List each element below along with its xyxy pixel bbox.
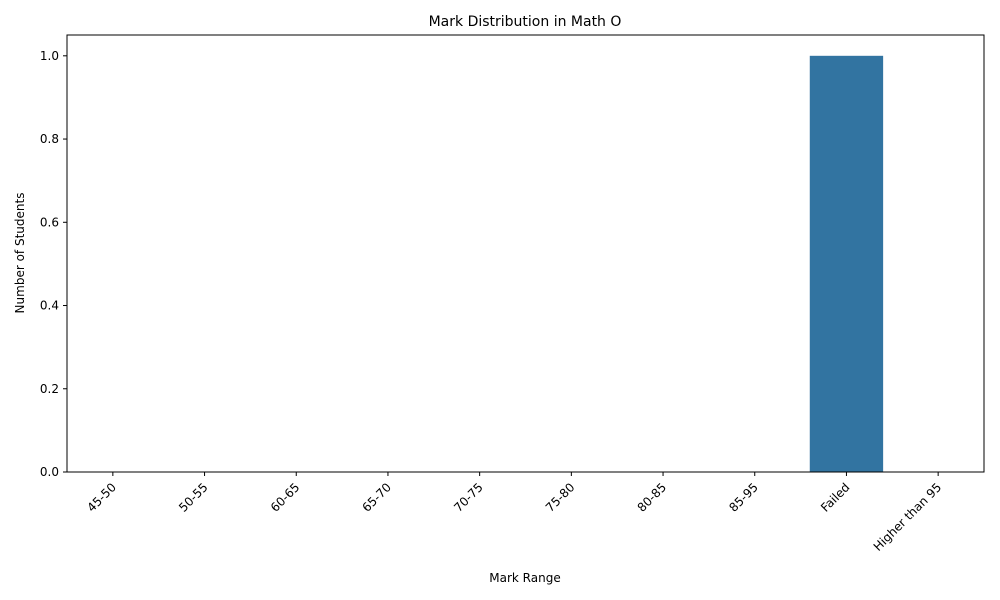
y-axis-title: Number of Students [13,193,27,314]
bar-failed [809,55,884,473]
x-tick-label: Higher than 95 [871,480,945,554]
x-tick-label: 45-50 [84,480,119,515]
y-tick-label: 0.4 [40,299,59,313]
axes-frame [66,34,985,473]
plot-frame [66,34,985,473]
y-tick-label: 0.0 [40,465,59,479]
x-tick-label: 80-85 [635,480,670,515]
x-tick-label: Failed [818,480,853,515]
x-tick-label: 50-55 [176,480,211,515]
y-tick-label: 1.0 [40,49,59,63]
chart-title: Mark Distribution in Math O [429,14,622,30]
x-tick-label: 75-80 [543,480,578,515]
y-tick-label: 0.8 [40,132,59,146]
x-tick-label: 70-75 [451,480,486,515]
x-tick-label: 65-70 [360,480,395,515]
x-tick-label: 60-65 [268,480,303,515]
y-tick-label: 0.2 [40,382,59,396]
x-axis-title: Mark Range [489,571,560,585]
y-axis: 0.0 0.2 0.4 0.6 0.8 1.0 [40,49,67,479]
x-tick-label: 85-95 [726,480,761,515]
y-tick-label: 0.6 [40,215,59,229]
bars-layer [809,55,884,473]
x-axis: 45-50 50-55 60-65 65-70 70-75 75-80 80-85 85-95… [84,472,944,554]
